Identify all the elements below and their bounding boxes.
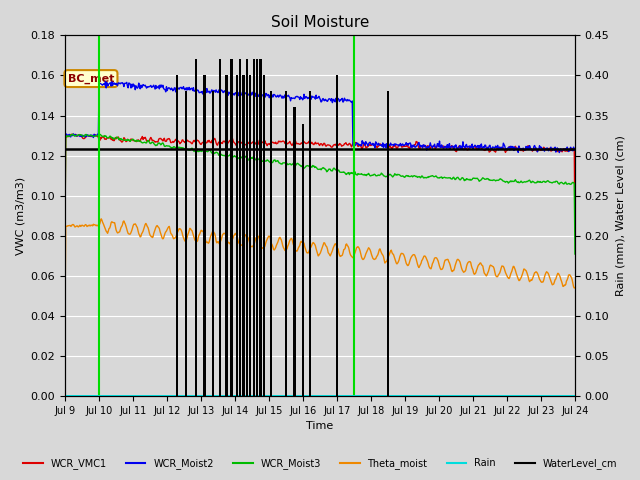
Bar (387, 92, 389, 396)
Bar (262, 75, 265, 396)
Bar (336, 75, 338, 396)
Bar (246, 60, 248, 396)
Bar (236, 75, 238, 396)
Bar (243, 75, 244, 396)
Y-axis label: Rain (mm), Water Level (cm): Rain (mm), Water Level (cm) (615, 135, 625, 296)
Bar (285, 92, 287, 396)
Bar (230, 60, 233, 396)
Legend: WCR_VMC1, WCR_Moist2, WCR_Moist3, Theta_moist, Rain, WaterLevel_cm: WCR_VMC1, WCR_Moist2, WCR_Moist3, Theta_… (19, 454, 621, 473)
Text: BC_met: BC_met (68, 73, 114, 84)
Bar (204, 75, 205, 396)
Bar (302, 123, 304, 396)
Bar (259, 60, 262, 396)
Bar (212, 92, 214, 396)
Bar (239, 60, 241, 396)
Bar (269, 92, 272, 396)
Bar (253, 60, 255, 396)
Bar (249, 75, 252, 396)
Bar (176, 75, 179, 396)
Bar (195, 60, 197, 396)
Bar (293, 108, 296, 396)
Bar (225, 75, 228, 396)
Y-axis label: VWC (m3/m3): VWC (m3/m3) (15, 177, 25, 255)
Title: Soil Moisture: Soil Moisture (271, 15, 369, 30)
Bar (184, 92, 187, 396)
X-axis label: Time: Time (307, 421, 333, 432)
Bar (308, 92, 311, 396)
Bar (218, 60, 221, 396)
Bar (256, 60, 259, 396)
